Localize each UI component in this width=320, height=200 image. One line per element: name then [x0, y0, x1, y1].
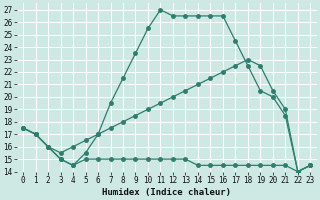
X-axis label: Humidex (Indice chaleur): Humidex (Indice chaleur)	[102, 188, 231, 197]
